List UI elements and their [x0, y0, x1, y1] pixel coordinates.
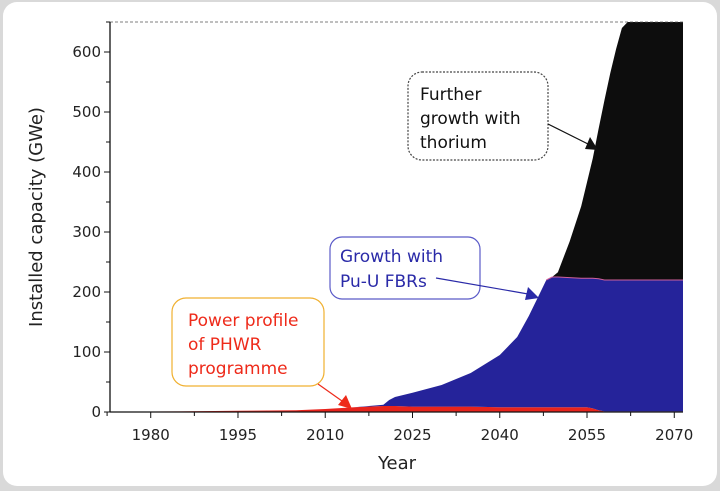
y-axis-title: Installed capacity (GWe) — [26, 107, 47, 327]
x-tick-label: 2010 — [306, 426, 344, 444]
annotation-box — [407, 71, 549, 161]
arrow-head-icon — [525, 287, 539, 300]
annotation-text: Further growth with thorium — [420, 85, 526, 153]
y-tick-label: 400 — [72, 163, 101, 181]
y-tick-label: 100 — [72, 343, 101, 361]
annotation-box — [329, 236, 481, 300]
arrow-head-icon — [585, 137, 598, 150]
x-tick-label: 2025 — [393, 426, 431, 444]
x-axis-title: Year — [377, 453, 417, 474]
x-tick-label: 2040 — [481, 426, 519, 444]
annotation-phwr: Power profile of PHWR programme — [171, 297, 352, 409]
x-tick-label: 1995 — [219, 426, 257, 444]
annotation-text: Growth with Pu-U FBRs — [340, 247, 448, 292]
x-tick-label: 2070 — [655, 426, 693, 444]
arrow-head-icon — [338, 395, 352, 409]
y-tick-label: 200 — [72, 283, 101, 301]
x-tick-label: 2055 — [568, 426, 606, 444]
area-pu-u-fbrs — [110, 277, 683, 412]
annotation-text: Power profile of PHWR programme — [188, 311, 304, 379]
axes: 1980 1995 2010 2025 2040 2055 2070 0 100 200 300 40… — [72, 21, 693, 444]
stacked-areas — [110, 22, 683, 412]
annotation-thorium: Further growth with thorium — [407, 71, 598, 161]
y-tick-label: 300 — [72, 223, 101, 241]
area-thorium — [110, 22, 683, 412]
annotation-box — [171, 297, 325, 387]
y-tick-label: 600 — [72, 43, 101, 61]
fbr-top-line — [546, 276, 683, 281]
y-tick-label: 0 — [91, 403, 101, 421]
annotation-fbr: Growth with Pu-U FBRs — [329, 236, 539, 300]
area-phwr — [110, 406, 683, 412]
y-tick-label: 500 — [72, 103, 101, 121]
x-tick-label: 1980 — [132, 426, 170, 444]
